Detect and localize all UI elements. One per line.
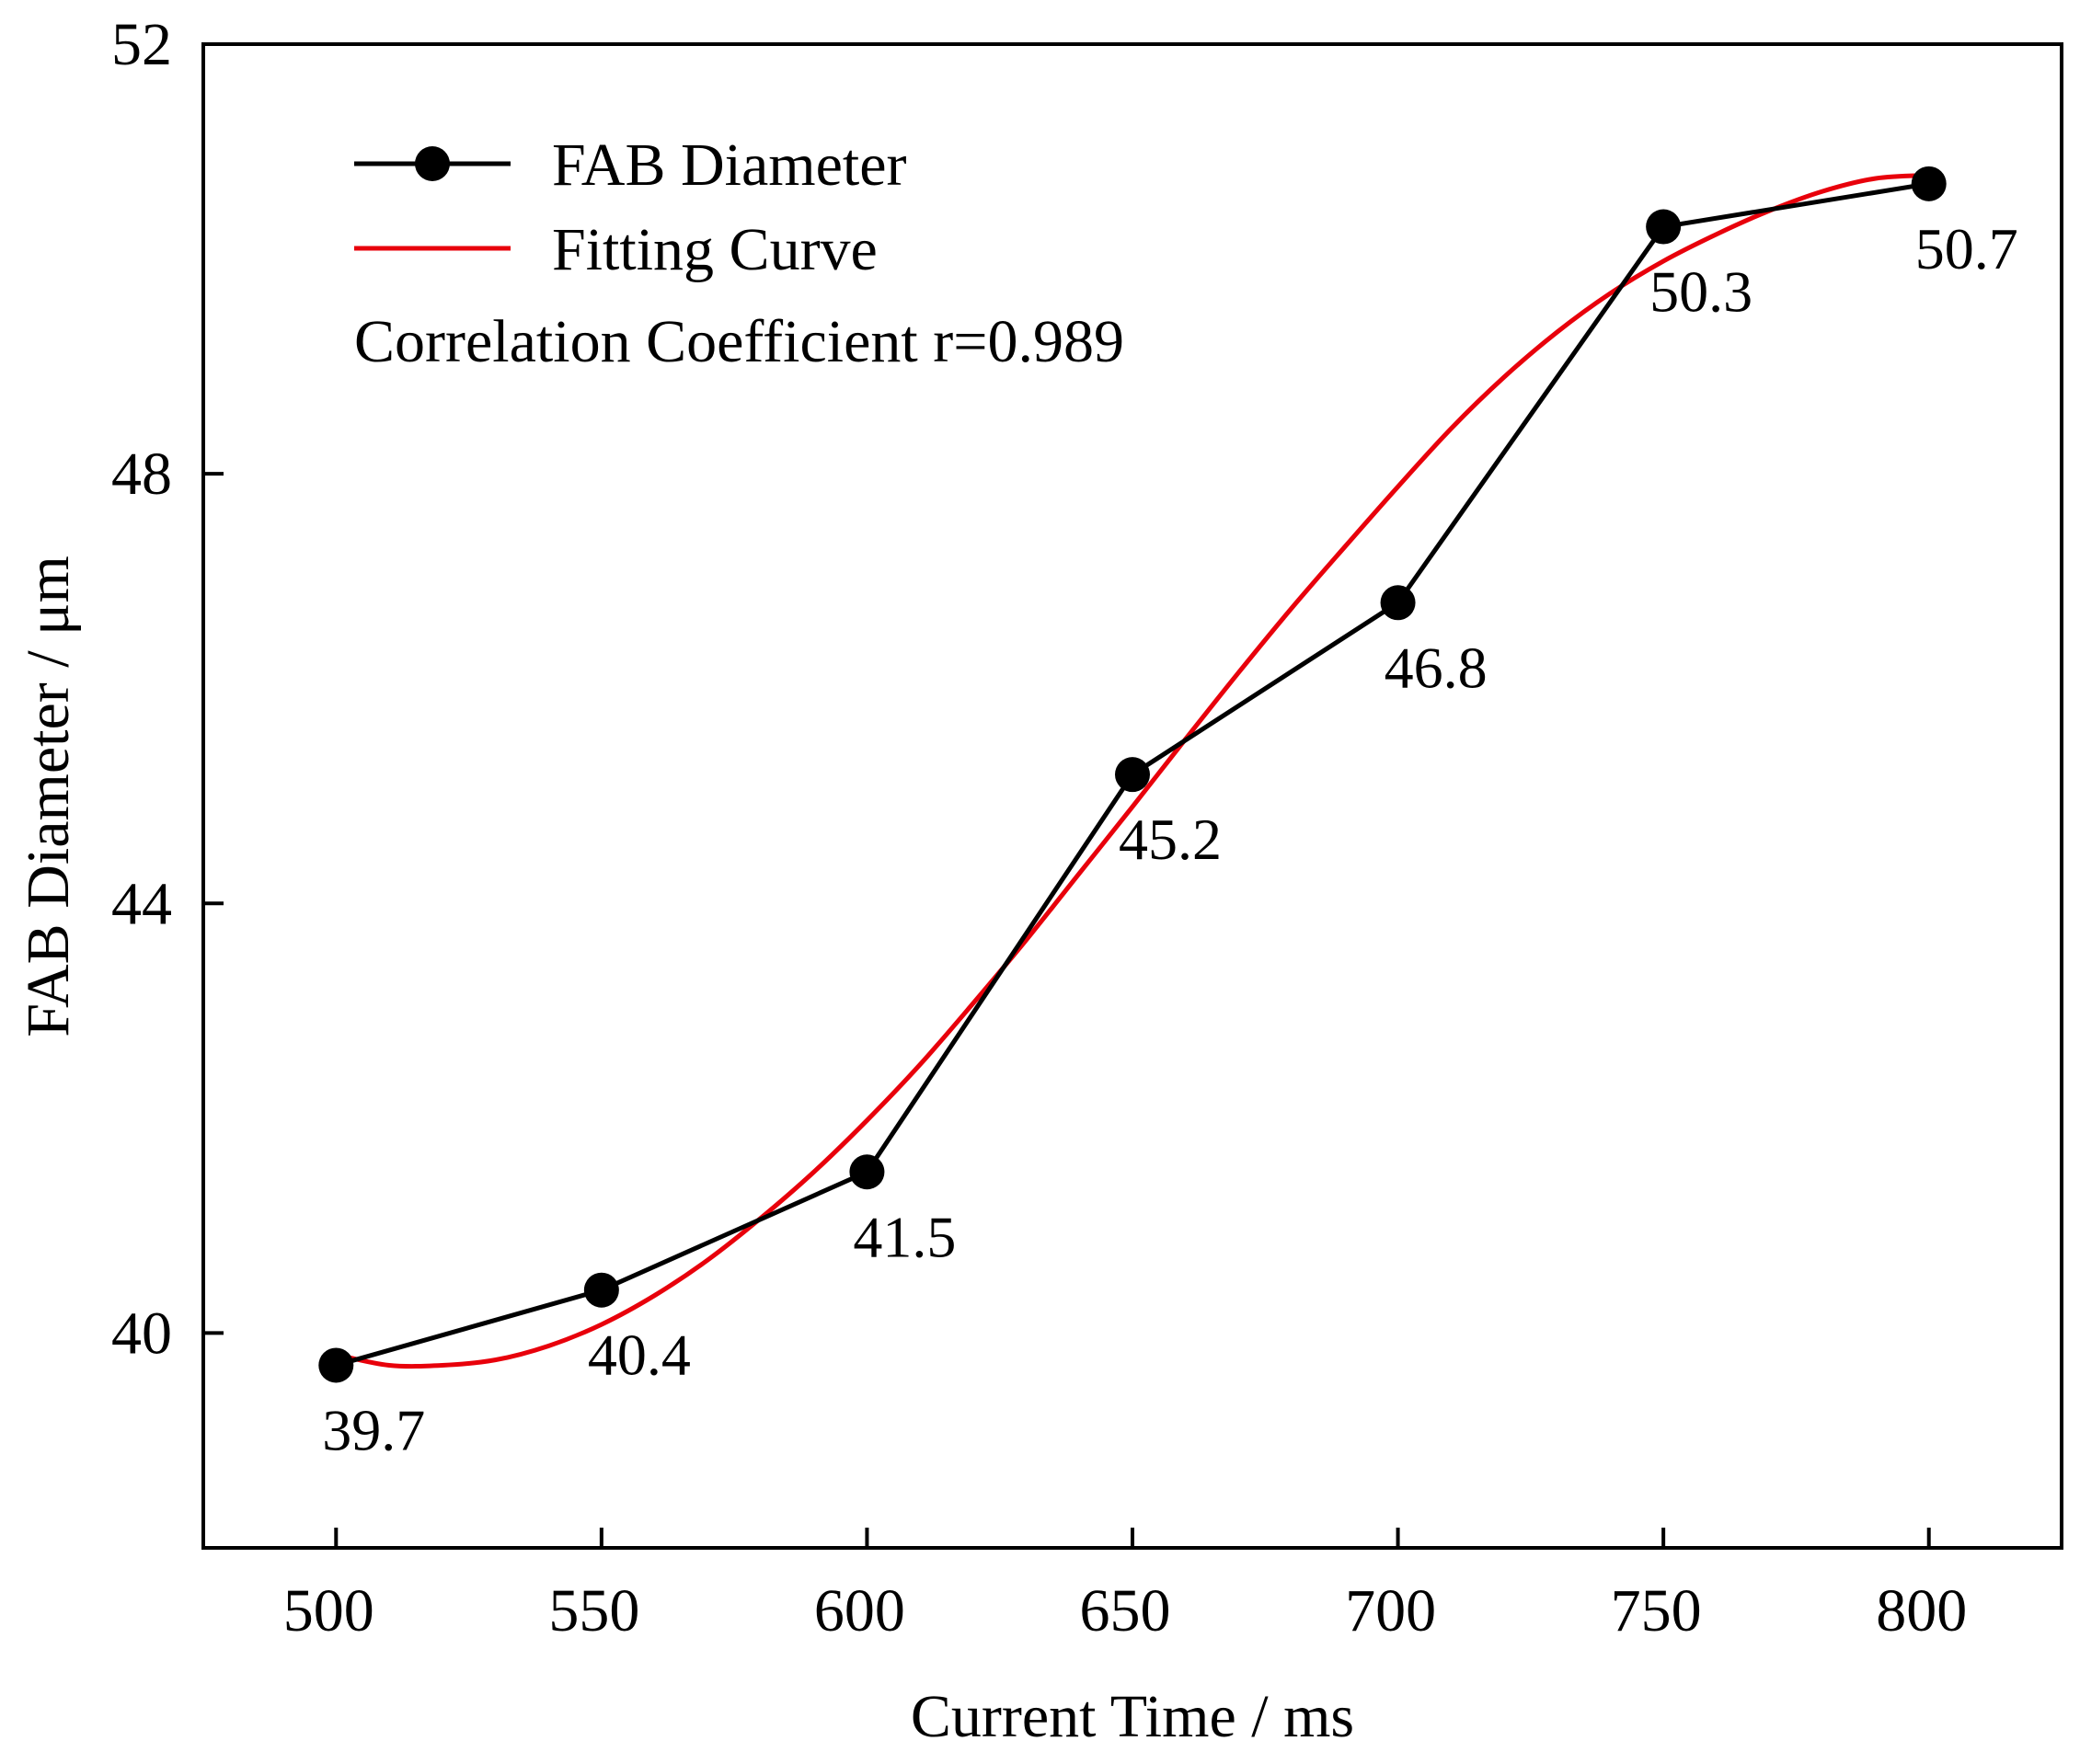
correlation-annotation: Correlation Coefficient r=0.989 — [354, 308, 1124, 375]
fab-diameter-point-800 — [1911, 166, 1947, 201]
data-label-600: 41.5 — [853, 1204, 956, 1269]
x-tick-label-550: 550 — [548, 1577, 639, 1644]
fab-diameter-point-750 — [1646, 209, 1682, 245]
x-tick-label-700: 700 — [1345, 1577, 1436, 1644]
data-label-700: 46.8 — [1385, 635, 1488, 700]
data-labels-layer: 39.7 40.4 41.5 45.2 46.8 50.3 50.7 — [322, 216, 2017, 1463]
y-axis-ticks: 40 44 48 52 — [111, 11, 224, 1367]
fab-diameter-point-550 — [583, 1272, 619, 1308]
data-label-650: 45.2 — [1119, 807, 1222, 872]
y-tick-label-40: 40 — [111, 1300, 172, 1367]
x-tick-label-800: 800 — [1876, 1577, 1967, 1644]
data-label-500: 39.7 — [322, 1397, 425, 1462]
fitting-curve-layer — [335, 172, 1929, 1369]
legend-fit-label: Fitting Curve — [552, 216, 878, 283]
data-label-550: 40.4 — [588, 1323, 691, 1388]
y-tick-label-44: 44 — [111, 870, 172, 937]
x-tick-label-500: 500 — [283, 1577, 374, 1644]
data-label-800: 50.7 — [1915, 216, 2018, 281]
data-label-750: 50.3 — [1649, 259, 1752, 325]
x-axis-ticks: 500 550 600 650 700 750 800 — [283, 1528, 1967, 1644]
y-tick-label-52: 52 — [111, 11, 172, 78]
fitting-curve-line — [335, 172, 1929, 1369]
x-tick-label-650: 650 — [1080, 1577, 1171, 1644]
legend-fab-label: FAB Diameter — [552, 132, 907, 199]
legend-fab-marker — [415, 146, 450, 181]
legend: FAB Diameter Fitting Curve Correlation C… — [354, 132, 1124, 375]
fab-diameter-point-700 — [1380, 585, 1416, 621]
y-axis-title: FAB Diameter / μm — [15, 556, 82, 1037]
x-tick-label-600: 600 — [814, 1577, 905, 1644]
y-tick-label-48: 48 — [111, 441, 172, 508]
x-tick-label-750: 750 — [1611, 1577, 1702, 1644]
fab-diameter-series-layer — [318, 166, 1947, 1383]
fab-diameter-point-500 — [318, 1347, 354, 1383]
fab-diameter-point-600 — [849, 1154, 885, 1190]
fab-diameter-point-650 — [1115, 757, 1150, 793]
x-axis-title: Current Time / ms — [911, 1683, 1354, 1750]
